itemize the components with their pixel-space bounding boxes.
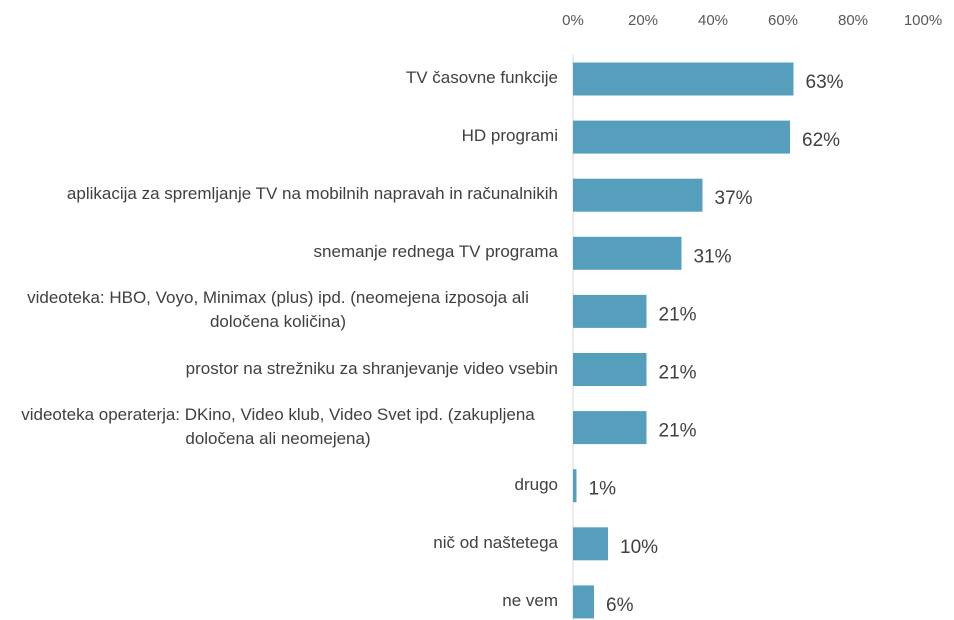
bar (573, 353, 647, 386)
data-label: 21% (659, 363, 697, 384)
data-label: 6% (606, 595, 634, 616)
category-label-box: drugo (0, 457, 558, 513)
y-tick-label: nič od naštetega (433, 532, 558, 552)
category-label-box: HD programi (0, 108, 558, 164)
x-tick-label: 100% (904, 12, 942, 29)
bar (573, 527, 608, 561)
category-label-box: videoteka: HBO, Voyo, Minimax (plus) ipd… (0, 282, 558, 338)
data-label: 31% (694, 246, 732, 267)
bar (573, 178, 703, 212)
y-tick-label: TV časovne funkcije (405, 68, 558, 87)
y-tick-label: snemanje rednega TV programa (313, 242, 558, 262)
bar (573, 411, 647, 445)
category-label-box: snemanje rednega TV programa (0, 224, 558, 280)
y-tick-label: ne vem (502, 590, 558, 610)
y-tick-label: prostor na strežniku za shranjevanje vid… (185, 358, 558, 378)
bar (573, 236, 682, 270)
y-tick-label: videoteka operaterja: DKino, Video klub,… (21, 404, 535, 448)
data-label: 1% (589, 479, 617, 500)
bar (573, 585, 594, 619)
x-tick-label: 20% (628, 12, 658, 29)
bar (573, 469, 577, 503)
category-label-box: videoteka operaterja: DKino, Video klub,… (0, 399, 558, 455)
bar (573, 294, 647, 328)
data-label: 21% (659, 304, 697, 325)
data-label: 62% (802, 130, 840, 151)
category-label-box: aplikacija za spremljanje TV na mobilnih… (0, 166, 558, 222)
data-label: 63% (806, 72, 844, 93)
y-tick-label: aplikacija za spremljanje TV na mobilnih… (66, 184, 558, 204)
data-label: 37% (715, 188, 753, 209)
x-tick-label: 60% (768, 12, 798, 29)
bar (573, 62, 794, 96)
data-label: 21% (659, 421, 697, 442)
category-label-box: prostor na strežniku za shranjevanje vid… (0, 341, 558, 397)
data-label: 10% (620, 537, 658, 558)
y-tick-label: drugo (514, 474, 558, 494)
x-tick-label: 40% (698, 12, 728, 29)
x-tick-label: 80% (838, 12, 868, 29)
category-label-box: ne vem (0, 573, 558, 620)
category-label-box: TV časovne funkcije (0, 50, 558, 106)
bar (573, 120, 790, 154)
y-tick-label: videoteka: HBO, Voyo, Minimax (plus) ipd… (27, 288, 529, 332)
y-tick-label: HD programi (461, 126, 558, 146)
x-tick-label: 0% (562, 12, 584, 29)
category-label-box: nič od naštetega (0, 515, 558, 571)
